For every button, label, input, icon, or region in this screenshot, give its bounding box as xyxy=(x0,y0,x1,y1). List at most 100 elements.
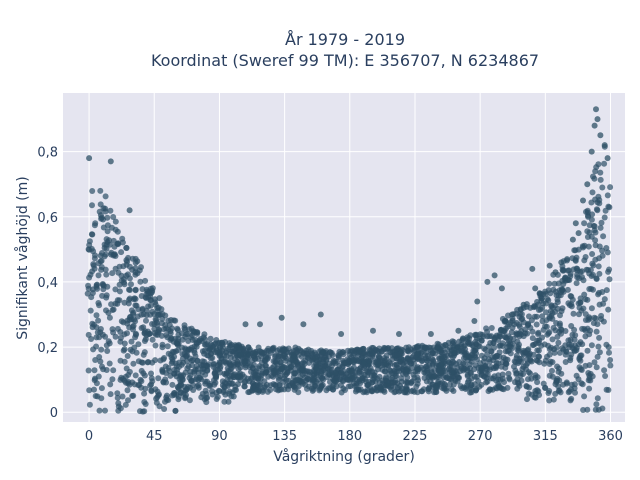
data-point xyxy=(581,326,588,332)
data-point xyxy=(511,363,517,370)
data-point xyxy=(589,211,596,218)
data-point xyxy=(98,385,105,392)
data-point xyxy=(422,369,429,376)
data-point xyxy=(88,336,95,342)
data-point xyxy=(585,370,592,376)
data-point xyxy=(106,237,112,244)
data-point xyxy=(326,353,333,360)
data-point xyxy=(124,387,131,394)
data-point xyxy=(557,312,563,319)
data-point xyxy=(588,199,595,206)
data-point xyxy=(605,387,612,393)
data-point xyxy=(571,385,578,392)
data-point xyxy=(562,342,569,349)
data-point xyxy=(110,214,117,220)
data-point-outlier xyxy=(604,155,611,162)
data-point xyxy=(147,311,154,318)
data-point xyxy=(377,384,384,391)
data-point xyxy=(170,338,177,345)
data-point xyxy=(544,295,551,302)
data-point xyxy=(358,370,365,377)
data-point xyxy=(103,241,110,248)
data-point xyxy=(579,341,586,348)
data-point-outlier xyxy=(580,197,586,204)
data-point xyxy=(271,370,278,377)
data-point xyxy=(480,358,487,365)
data-point xyxy=(570,310,577,317)
data-point xyxy=(292,344,299,351)
data-point xyxy=(458,365,465,372)
data-point xyxy=(94,285,101,292)
data-point xyxy=(291,383,297,390)
data-point xyxy=(347,377,353,384)
data-point xyxy=(607,357,614,363)
data-point xyxy=(606,204,613,211)
data-point xyxy=(164,334,171,341)
data-point-outlier xyxy=(546,262,553,269)
data-point xyxy=(549,367,555,374)
data-point xyxy=(230,393,237,400)
data-point xyxy=(124,353,131,359)
data-point xyxy=(89,231,96,238)
data-point xyxy=(497,327,504,333)
data-point xyxy=(446,381,453,388)
data-point xyxy=(354,357,361,364)
data-point xyxy=(195,369,202,376)
data-point xyxy=(593,364,600,371)
data-point xyxy=(123,257,130,264)
data-point xyxy=(438,361,445,368)
data-point xyxy=(177,389,184,396)
data-point xyxy=(582,254,589,260)
data-point-outlier xyxy=(491,272,498,279)
data-point xyxy=(117,334,124,341)
data-point xyxy=(189,332,196,339)
data-point xyxy=(114,325,121,332)
data-point xyxy=(468,389,475,396)
data-point xyxy=(247,362,254,369)
data-point xyxy=(534,374,541,381)
data-point xyxy=(549,336,556,343)
data-point xyxy=(195,377,202,383)
data-point xyxy=(132,255,139,262)
data-point xyxy=(221,370,228,377)
data-point xyxy=(90,261,97,268)
data-point xyxy=(143,317,149,324)
data-point xyxy=(578,367,585,373)
data-point xyxy=(478,365,485,372)
data-point xyxy=(107,381,114,388)
data-point xyxy=(357,386,364,393)
data-point xyxy=(281,346,288,353)
data-point xyxy=(597,224,604,231)
data-point xyxy=(513,352,520,359)
data-point xyxy=(606,276,613,283)
data-point-outlier xyxy=(317,311,324,318)
x-tick-label: 0 xyxy=(85,429,93,444)
data-point xyxy=(598,316,605,323)
data-point xyxy=(262,354,269,361)
data-point xyxy=(138,293,145,299)
data-point xyxy=(276,374,282,381)
data-point xyxy=(582,296,589,303)
data-point xyxy=(534,387,541,394)
data-point xyxy=(575,246,582,253)
data-point xyxy=(158,306,165,313)
data-point xyxy=(91,367,98,374)
data-point xyxy=(502,317,509,324)
x-axis-title: Vågriktning (grader) xyxy=(273,448,415,465)
data-point xyxy=(593,206,600,213)
data-point xyxy=(558,330,564,337)
data-point xyxy=(597,169,604,176)
data-point xyxy=(542,357,549,364)
x-tick-label: 45 xyxy=(146,429,163,444)
data-point xyxy=(585,316,592,323)
data-point xyxy=(138,367,145,374)
data-point xyxy=(488,325,495,331)
data-point xyxy=(536,359,543,366)
data-point xyxy=(562,359,569,365)
data-point xyxy=(255,387,262,394)
data-point xyxy=(132,372,139,379)
data-point xyxy=(237,346,244,353)
data-point xyxy=(221,398,228,405)
data-point xyxy=(352,388,359,395)
data-point xyxy=(527,356,534,363)
